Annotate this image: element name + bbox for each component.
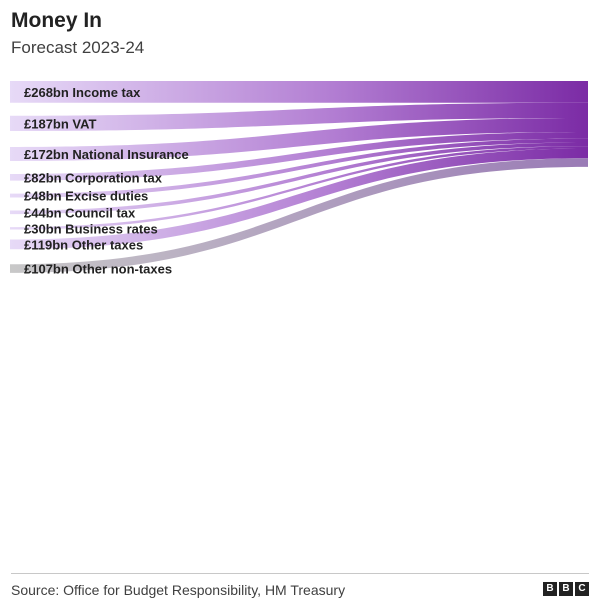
flow-label: £44bn Council tax	[24, 205, 136, 220]
flow-band	[10, 148, 588, 250]
source-note: Source: Office for Budget Responsibility…	[11, 582, 346, 598]
flow-band	[10, 102, 588, 131]
flow-band	[10, 131, 588, 181]
chart-title: Money In	[11, 9, 103, 32]
logo-letter-c	[575, 582, 589, 596]
flow-label: £107bn Other non-taxes	[24, 262, 172, 277]
flow-label: £172bn National Insurance	[24, 147, 189, 162]
bbc-logo	[543, 582, 589, 596]
flow-label: £30bn Business rates	[24, 221, 158, 236]
flow-band	[10, 138, 588, 198]
flow-label: £187bn VAT	[24, 116, 97, 131]
sankey-chart: £268bn Income tax £187bn VAT £172bn Nation…	[10, 81, 588, 277]
flow-label: £268bn Income tax	[24, 85, 141, 100]
flow-band	[10, 158, 588, 273]
flow-label: £119bn Other taxes	[24, 237, 143, 252]
logo-letter-b2	[559, 582, 573, 596]
flow-label: £82bn Corporation tax	[24, 170, 163, 185]
flow-label: £48bn Excise duties	[24, 189, 148, 204]
labels-group: £268bn Income tax £187bn VAT £172bn Nation…	[24, 85, 189, 277]
flows-group	[10, 81, 588, 273]
logo-letter-b1	[543, 582, 557, 596]
footer-divider	[11, 573, 589, 574]
flow-band	[10, 81, 588, 103]
tax-total-label: Tax £1,058bn	[495, 248, 576, 263]
flow-band	[10, 142, 588, 215]
flow-band	[10, 117, 588, 161]
flow-band	[10, 146, 588, 230]
chart-subtitle: Forecast 2023-24	[11, 38, 145, 57]
